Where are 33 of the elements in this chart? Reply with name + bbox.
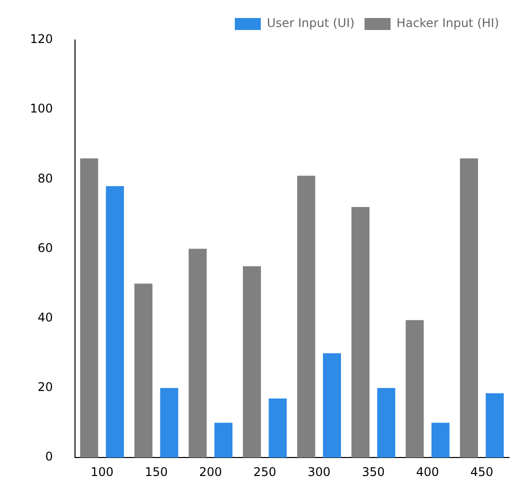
y-tick-label: 120: [30, 32, 53, 46]
x-tick-label: 350: [362, 464, 385, 479]
bar: [214, 422, 232, 458]
x-tick-label: 150: [144, 464, 168, 479]
bar: [297, 176, 316, 458]
y-tick-label: 20: [38, 380, 53, 394]
bar: [460, 158, 478, 458]
y-tick-label: 80: [38, 171, 53, 186]
y-tick-label: 60: [38, 240, 53, 255]
x-tick-label: 100: [90, 464, 114, 479]
legend-label: Hacker Input (HI): [396, 16, 500, 30]
bar: [322, 353, 341, 458]
bar: [377, 388, 396, 458]
bar: [431, 422, 450, 458]
y-tick-label: 0: [45, 450, 53, 464]
y-tick-label: 100: [30, 102, 53, 116]
legend-label: User Input (UI): [266, 16, 355, 30]
bar: [268, 398, 287, 458]
bar: [406, 320, 424, 458]
bar: [80, 158, 98, 458]
bar: [486, 393, 504, 458]
bar: [188, 248, 207, 458]
x-tick-label: 250: [253, 464, 276, 479]
x-tick-label: 400: [416, 464, 440, 479]
x-tick-label: 200: [199, 464, 222, 479]
bar: [134, 284, 152, 458]
bar: [160, 388, 178, 458]
x-tick-label: 300: [308, 464, 331, 479]
bar: [106, 186, 124, 458]
bar: [242, 266, 261, 458]
x-tick-label: 450: [470, 464, 494, 479]
bar: [351, 207, 370, 458]
y-tick-label: 40: [38, 310, 53, 325]
